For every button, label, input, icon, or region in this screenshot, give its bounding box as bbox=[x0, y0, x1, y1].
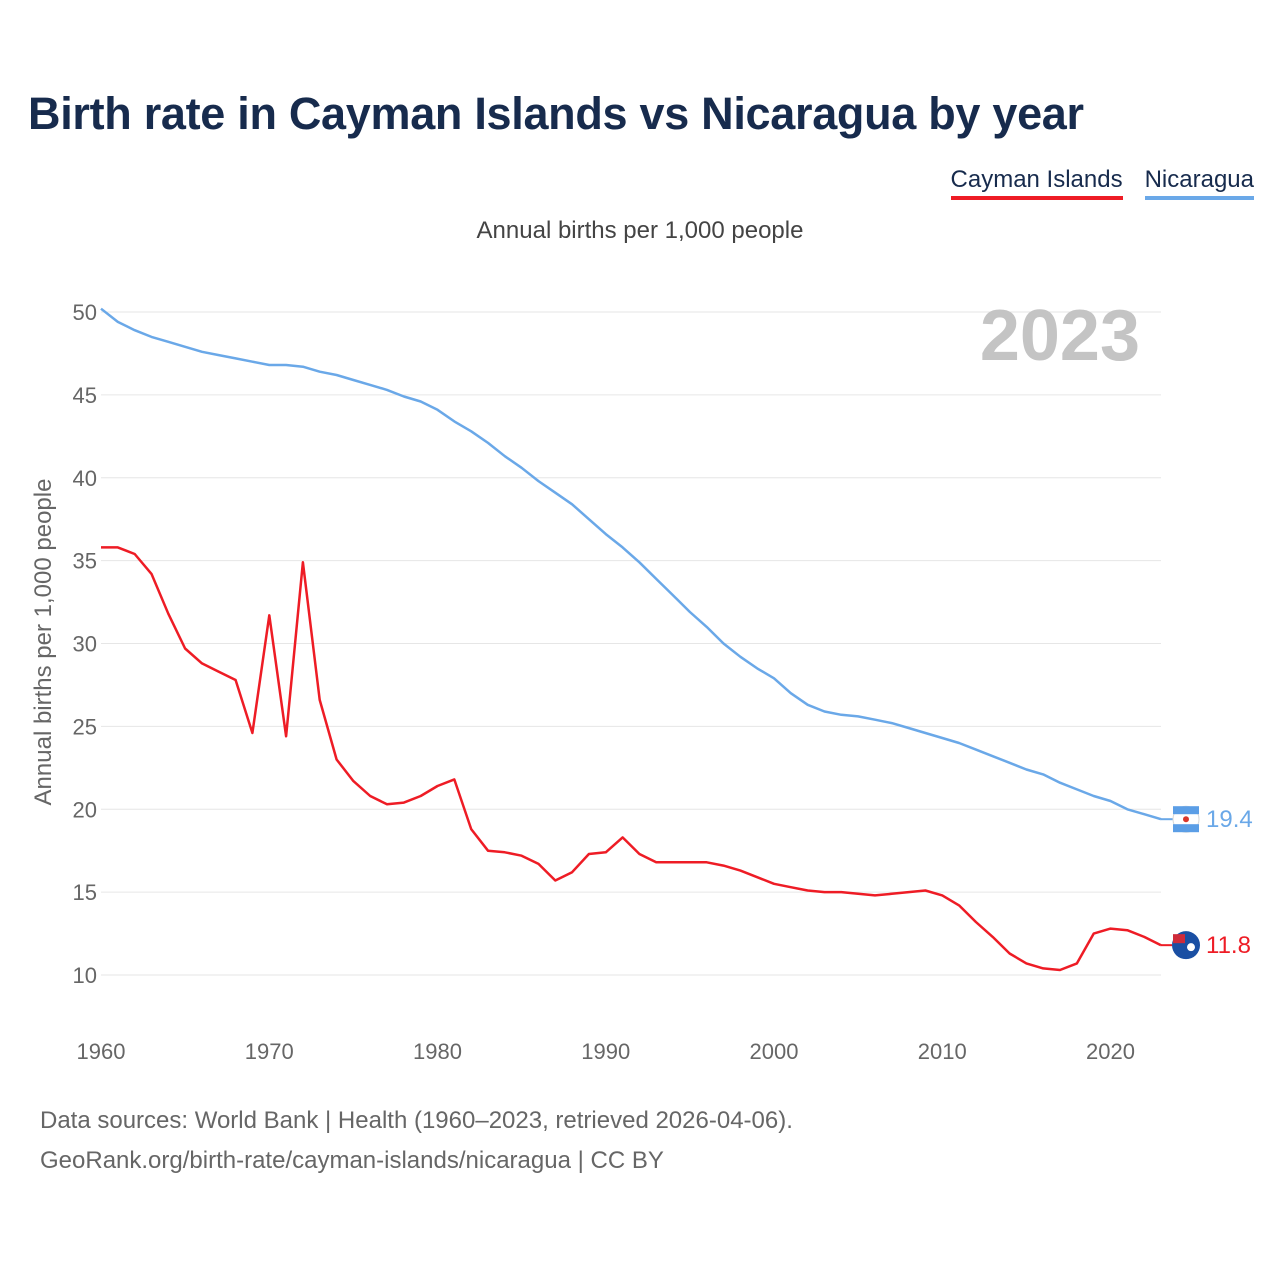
y-tick-label: 25 bbox=[73, 714, 97, 739]
gridlines bbox=[101, 311, 1161, 976]
x-tick-label: 2020 bbox=[1086, 1039, 1135, 1064]
cayman-islands-flag-icon bbox=[1172, 931, 1200, 960]
nicaragua-end-value: 19.4 bbox=[1206, 806, 1253, 833]
legend: Cayman Islands Nicaragua bbox=[950, 166, 1254, 200]
x-axis-ticks: 1960 1970 1980 1990 2000 2010 2020 bbox=[77, 1039, 1135, 1064]
footer-link[interactable]: GeoRank.org/birth-rate/cayman-islands/ni… bbox=[40, 1147, 664, 1174]
y-axis-label: Annual births per 1,000 people bbox=[30, 479, 57, 806]
y-tick-label: 50 bbox=[73, 300, 97, 325]
y-tick-label: 15 bbox=[73, 880, 97, 905]
x-tick-label: 2000 bbox=[750, 1039, 799, 1064]
legend-item-nicaragua[interactable]: Nicaragua bbox=[1144, 166, 1254, 200]
y-axis-ticks: 10 15 20 25 30 35 40 45 50 bbox=[73, 300, 97, 988]
nicaragua-flag-icon bbox=[1172, 805, 1200, 833]
end-markers: 19.4 11.8 bbox=[1172, 805, 1253, 960]
x-tick-label: 1970 bbox=[245, 1039, 294, 1064]
chart-title: Birth rate in Cayman Islands vs Nicaragu… bbox=[28, 88, 1084, 139]
chart-subtitle: Annual births per 1,000 people bbox=[476, 217, 804, 244]
y-tick-label: 45 bbox=[73, 383, 97, 408]
legend-item-cayman-islands[interactable]: Cayman Islands bbox=[950, 166, 1123, 200]
footer-source: Data sources: World Bank | Health (1960–… bbox=[40, 1107, 793, 1134]
series-line-cayman-islands bbox=[101, 546, 1162, 972]
x-tick-label: 1960 bbox=[77, 1039, 126, 1064]
x-tick-label: 1990 bbox=[581, 1039, 630, 1064]
current-year-label: 2023 bbox=[980, 296, 1140, 376]
y-tick-label: 10 bbox=[73, 963, 97, 988]
x-tick-label: 2010 bbox=[918, 1039, 967, 1064]
y-tick-label: 35 bbox=[73, 549, 97, 574]
y-tick-label: 30 bbox=[73, 632, 97, 657]
series-line-nicaragua bbox=[100, 307, 1162, 821]
y-tick-label: 40 bbox=[73, 466, 97, 491]
series-lines bbox=[100, 307, 1173, 972]
x-tick-label: 1980 bbox=[413, 1039, 462, 1064]
cayman-islands-end-value: 11.8 bbox=[1206, 932, 1251, 959]
y-tick-label: 20 bbox=[73, 797, 97, 822]
